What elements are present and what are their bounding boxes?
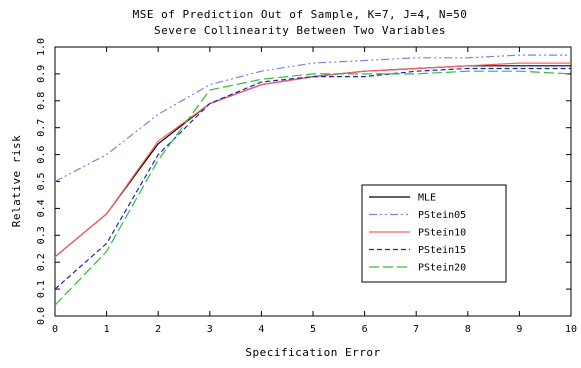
legend-label-pstein10: PStein10 [418, 228, 466, 239]
x-axis-label: Specification Error [245, 346, 380, 359]
legend: MLE PStein05 PStein10 PStein15 PStein20 [361, 184, 507, 283]
y-tick-label: 0.8 [36, 92, 47, 110]
x-tick-label: 5 [310, 324, 316, 335]
x-tick-label: 7 [413, 324, 419, 335]
chart-title: MSE of Prediction Out of Sample, K=7, J=… [133, 8, 468, 21]
x-tick-label: 4 [258, 324, 264, 335]
y-tick-label: 0.6 [36, 146, 47, 164]
y-tick-label: 0.9 [36, 65, 47, 83]
series-line-pstein15 [54, 67, 571, 290]
series-line-pstein05 [54, 54, 571, 183]
y-axis-label: Relative risk [10, 135, 23, 228]
legend-label-pstein15: PStein15 [418, 245, 466, 256]
x-tick-label: 1 [104, 324, 110, 335]
x-tick-label: 8 [465, 324, 471, 335]
x-tick-label: 3 [207, 324, 213, 335]
series-lines [54, 54, 572, 306]
legend-label-mle: MLE [418, 193, 436, 204]
y-tick-label: 0.1 [36, 280, 47, 298]
legend-label-pstein20: PStein20 [418, 263, 466, 274]
x-tick-label: 0 [52, 324, 58, 335]
y-tick-label: 0.0 [36, 307, 47, 325]
x-tick-label: 2 [155, 324, 161, 335]
y-tick-label: 0.2 [36, 253, 47, 271]
x-tick-label: 9 [516, 324, 522, 335]
y-tick-label: 0.5 [36, 172, 47, 190]
y-tick-label: 0.4 [36, 199, 47, 217]
x-axis: 0 1 2 3 4 5 6 7 8 9 10 [52, 47, 577, 335]
series-line-pstein20 [54, 70, 572, 306]
chart-subtitle: Severe Collinearity Between Two Variable… [154, 24, 446, 37]
y-tick-label: 0.7 [36, 119, 47, 137]
y-tick-label: 1.0 [36, 38, 47, 56]
x-tick-label: 10 [565, 324, 577, 335]
y-tick-label: 0.3 [36, 226, 47, 244]
y-axis: 0.0 0.1 0.2 0.3 0.4 0.5 0.6 0.7 0.8 0.9 1.0 [36, 38, 571, 325]
legend-box [361, 184, 507, 283]
x-tick-label: 6 [362, 324, 368, 335]
legend-label-pstein05: PStein05 [418, 210, 466, 221]
